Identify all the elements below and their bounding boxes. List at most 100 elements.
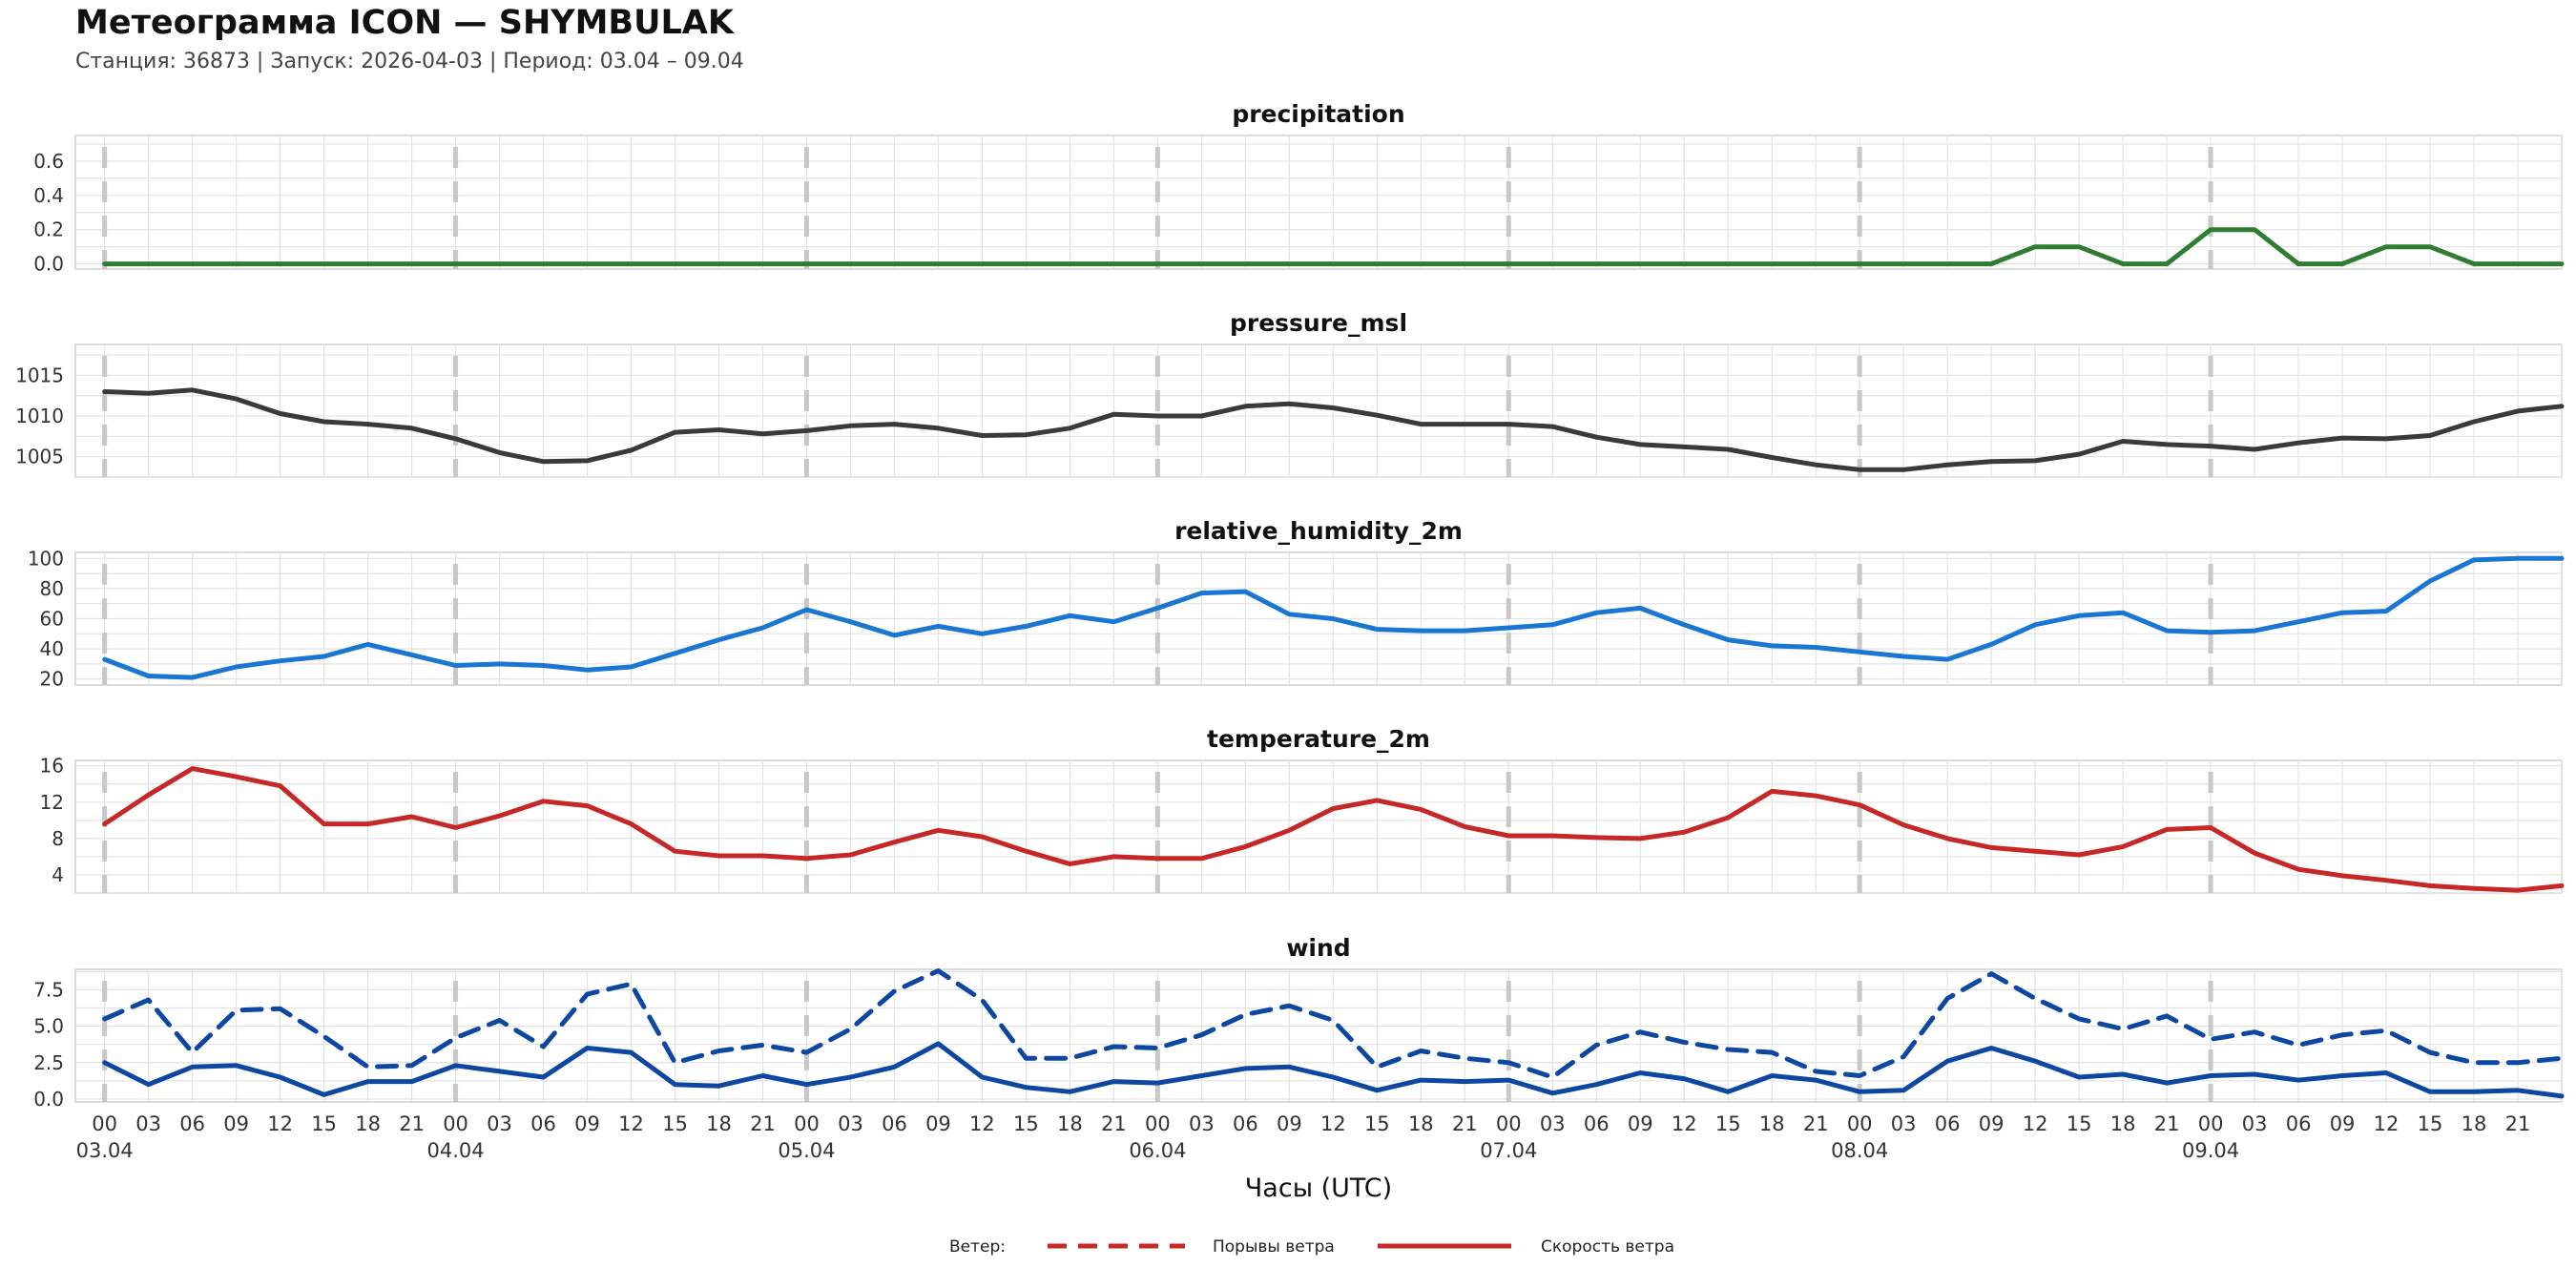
x-tick-label: 18	[1408, 1112, 1434, 1135]
x-tick-label: 03	[487, 1112, 512, 1135]
x-tick-label: 18	[355, 1112, 381, 1135]
panel-title: precipitation	[1232, 100, 1404, 128]
y-tick-label: 60	[40, 608, 64, 631]
x-tick-label: 15	[662, 1112, 688, 1135]
x-tick-label: 18	[2110, 1112, 2136, 1135]
y-tick-label: 8	[52, 827, 64, 850]
y-tick-label: 1005	[15, 446, 64, 468]
y-tick-label: 7.5	[33, 978, 64, 1001]
x-tick-label: 15	[311, 1112, 337, 1135]
x-tick-label: 12	[2374, 1112, 2399, 1135]
series-line-wind-solid	[102, 1041, 2565, 1099]
x-tick-label: 06	[1935, 1112, 1961, 1135]
y-tick-label: 1015	[15, 364, 64, 386]
x-tick-label: 12	[267, 1112, 293, 1135]
x-tick-label: 18	[1057, 1112, 1083, 1135]
x-tick-label: 00	[92, 1112, 117, 1135]
panel-title: temperature_2m	[1207, 725, 1430, 753]
y-tick-label: 0.0	[33, 253, 64, 276]
x-tick-label: 09	[925, 1112, 951, 1135]
series-line-wind-dashed	[102, 968, 2565, 1080]
panel-frame-temperature_2m	[74, 759, 2563, 894]
y-tick-label: 4	[52, 863, 64, 886]
x-date-label: 04.04	[427, 1139, 485, 1162]
panel-title: wind	[1286, 934, 1350, 962]
y-tick-label: 20	[40, 668, 64, 691]
y-tick-label: 2.5	[33, 1051, 64, 1074]
x-tick-label: 03	[1189, 1112, 1215, 1135]
x-tick-label: 12	[969, 1112, 995, 1135]
x-tick-label: 15	[2067, 1112, 2092, 1135]
x-tick-label: 00	[794, 1112, 820, 1135]
chart-subtitle: Станция: 36873 | Запуск: 2026-04-03 | Пе…	[75, 50, 744, 73]
x-date-label: 06.04	[1129, 1139, 1186, 1162]
series-line-pressure_msl	[102, 387, 2565, 472]
x-tick-label: 00	[2198, 1112, 2224, 1135]
x-tick-label: 09	[223, 1112, 249, 1135]
x-tick-label: 21	[2154, 1112, 2180, 1135]
x-date-label: 03.04	[76, 1139, 134, 1162]
y-tick-label: 40	[40, 637, 64, 660]
x-tick-label: 09	[1628, 1112, 1653, 1135]
panel-title: relative_humidity_2m	[1174, 517, 1463, 545]
y-tick-label: 5.0	[33, 1015, 64, 1038]
x-tick-label: 15	[1364, 1112, 1390, 1135]
x-tick-label: 00	[1145, 1112, 1171, 1135]
x-tick-label: 18	[706, 1112, 732, 1135]
x-tick-label: 06	[882, 1112, 907, 1135]
x-tick-label: 00	[1496, 1112, 1522, 1135]
series-line-relative_humidity_2m	[102, 555, 2565, 680]
x-tick-label: 12	[2023, 1112, 2048, 1135]
series-line-precipitation	[102, 227, 2565, 267]
x-tick-label: 06	[1233, 1112, 1258, 1135]
x-tick-label: 06	[1584, 1112, 1610, 1135]
x-tick-label: 12	[1320, 1112, 1346, 1135]
x-tick-label: 18	[1759, 1112, 1785, 1135]
x-tick-label: 21	[1452, 1112, 1478, 1135]
x-tick-label: 15	[1715, 1112, 1741, 1135]
x-tick-label: 03	[135, 1112, 161, 1135]
x-date-label: 05.04	[778, 1139, 835, 1162]
x-tick-label: 06	[2286, 1112, 2312, 1135]
x-tick-label: 00	[443, 1112, 468, 1135]
panel-frame-pressure_msl	[74, 343, 2563, 478]
x-tick-label: 06	[530, 1112, 556, 1135]
x-tick-label: 21	[1101, 1112, 1127, 1135]
y-tick-label: 1010	[15, 405, 64, 427]
y-tick-label: 0.6	[33, 150, 64, 173]
panel-title: pressure_msl	[1230, 309, 1407, 337]
x-tick-label: 21	[1803, 1112, 1829, 1135]
x-tick-label: 09	[574, 1112, 600, 1135]
x-tick-label: 21	[399, 1112, 425, 1135]
y-tick-label: 0.2	[33, 218, 64, 241]
x-tick-label: 21	[750, 1112, 776, 1135]
x-tick-label: 09	[1277, 1112, 1302, 1135]
x-tick-label: 12	[618, 1112, 644, 1135]
x-date-label: 09.04	[2182, 1139, 2239, 1162]
x-tick-label: 18	[2462, 1112, 2487, 1135]
x-tick-label: 21	[2505, 1112, 2531, 1135]
x-tick-label: 09	[2330, 1112, 2356, 1135]
y-tick-label: 0.4	[33, 184, 64, 207]
legend-prefix: Ветер:	[949, 1237, 1006, 1257]
x-tick-label: 03	[2242, 1112, 2268, 1135]
y-tick-label: 80	[40, 577, 64, 600]
x-tick-label: 03	[1891, 1112, 1917, 1135]
y-tick-label: 100	[28, 547, 64, 570]
chart-title: Метеограмма ICON — SHYMBULAK	[75, 4, 735, 42]
x-tick-label: 15	[1013, 1112, 1039, 1135]
y-tick-label: 0.0	[33, 1088, 64, 1111]
x-tick-label: 00	[1847, 1112, 1873, 1135]
y-tick-label: 16	[40, 755, 64, 778]
x-date-label: 07.04	[1480, 1139, 1537, 1162]
x-tick-label: 06	[179, 1112, 205, 1135]
legend-label-gusts: Порывы ветра	[1213, 1237, 1335, 1257]
legend-label-speed: Скорость ветра	[1541, 1237, 1674, 1257]
x-tick-label: 09	[1979, 1112, 2005, 1135]
x-tick-label: 15	[2418, 1112, 2443, 1135]
x-date-label: 08.04	[1831, 1139, 1888, 1162]
x-axis-label: Часы (UTC)	[1245, 1174, 1392, 1203]
x-tick-label: 03	[838, 1112, 863, 1135]
y-tick-label: 12	[40, 791, 64, 814]
